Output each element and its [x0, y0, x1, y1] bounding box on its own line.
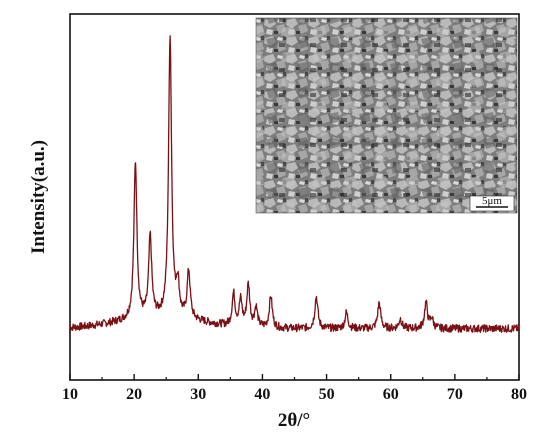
x-tick-label: 80: [511, 386, 527, 403]
scale-bar: 5μm: [469, 195, 515, 212]
x-tick-label: 50: [319, 386, 335, 403]
x-axis-title: 2θ/°: [278, 410, 310, 431]
x-tick-label: 20: [126, 386, 142, 403]
x-tick-label: 70: [447, 386, 463, 403]
x-tick-label: 40: [254, 386, 270, 403]
x-tick-label: 30: [190, 386, 206, 403]
scale-bar-label: 5μm: [482, 195, 502, 207]
x-tick-label: 60: [383, 386, 399, 403]
y-axis-title: Intensity(a.u.): [28, 140, 49, 254]
x-tick-label: 10: [62, 386, 78, 403]
x-axis: 10 20 30 40 50 60 70 80: [62, 374, 527, 403]
xrd-series-line: [69, 35, 520, 333]
sem-inset: 5μm: [255, 17, 518, 214]
